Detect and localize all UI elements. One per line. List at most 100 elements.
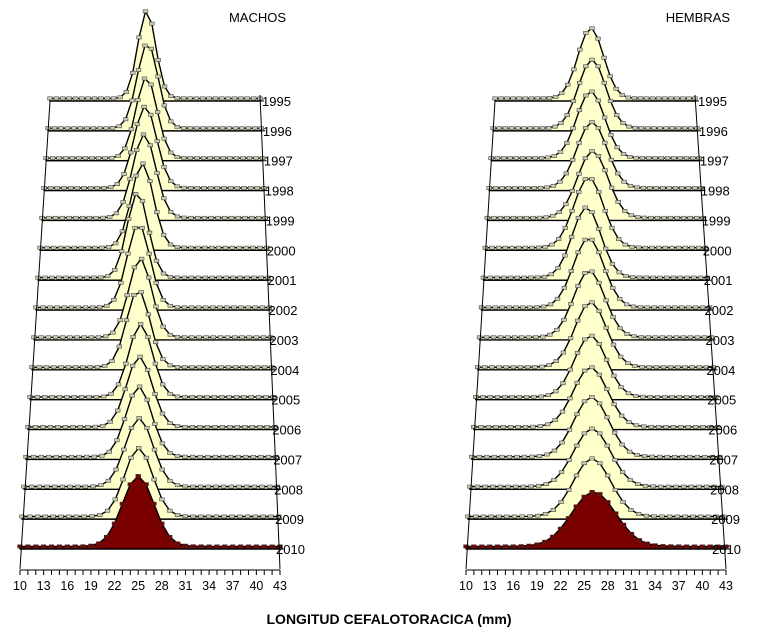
data-point — [82, 305, 89, 310]
data-point — [227, 425, 233, 429]
data-point — [614, 145, 620, 150]
data-point — [93, 395, 100, 399]
data-point — [70, 425, 76, 429]
data-point — [516, 395, 522, 399]
data-point — [217, 335, 224, 340]
data-point — [551, 154, 557, 158]
data-point — [90, 126, 96, 131]
data-point — [639, 365, 645, 369]
data-point — [709, 454, 715, 459]
data-point — [562, 225, 568, 230]
data-point — [252, 126, 258, 131]
data-point — [633, 423, 640, 428]
data-point — [78, 395, 85, 399]
data-point — [505, 186, 512, 190]
data-point — [706, 305, 713, 310]
data-point — [559, 440, 565, 445]
data-point — [114, 438, 120, 443]
data-point — [71, 126, 77, 131]
data-point — [255, 395, 262, 399]
data-point — [568, 269, 574, 273]
data-point — [631, 96, 638, 101]
data-point — [234, 186, 240, 190]
data-point — [556, 237, 562, 241]
data-point — [113, 211, 120, 216]
data-point — [627, 478, 633, 482]
data-point — [660, 365, 667, 370]
data-point — [570, 99, 577, 103]
data-point — [248, 395, 254, 399]
data-point — [626, 449, 633, 454]
data-point — [109, 126, 116, 130]
x-tick-label: 10 — [459, 579, 473, 593]
data-point — [563, 202, 569, 207]
data-point — [685, 186, 692, 190]
data-point — [118, 280, 124, 285]
series-2001: 2001 — [35, 192, 297, 288]
data-point — [95, 156, 102, 160]
data-point — [35, 275, 41, 280]
data-point — [228, 215, 235, 220]
data-point — [246, 335, 252, 340]
data-point — [516, 245, 522, 250]
data-point — [543, 215, 549, 220]
data-point — [482, 484, 488, 489]
data-point — [539, 364, 545, 369]
data-point — [154, 110, 161, 114]
data-point — [595, 126, 602, 130]
data-point — [474, 365, 481, 370]
data-point — [98, 483, 104, 488]
data-point — [705, 514, 712, 519]
data-point — [117, 95, 123, 100]
data-point — [174, 513, 181, 517]
depth-axis-left — [465, 100, 496, 570]
data-point — [220, 454, 226, 459]
data-point — [471, 544, 477, 549]
data-point — [522, 245, 528, 250]
data-point — [671, 156, 677, 160]
data-point — [476, 335, 483, 340]
data-point — [696, 245, 702, 250]
data-point — [181, 156, 187, 160]
data-point — [151, 447, 158, 452]
data-point — [58, 514, 64, 519]
data-point — [182, 365, 188, 369]
data-point — [573, 473, 580, 478]
series-label: 2000 — [703, 243, 732, 258]
data-point — [544, 452, 550, 457]
data-point — [240, 156, 246, 160]
data-point — [254, 365, 261, 370]
data-point — [619, 442, 625, 447]
data-point — [683, 544, 690, 549]
data-point — [189, 365, 195, 370]
data-point — [114, 182, 120, 186]
data-point — [253, 156, 259, 160]
data-point — [672, 305, 678, 310]
data-point — [652, 543, 658, 548]
data-point — [620, 500, 626, 504]
data-point — [668, 544, 674, 549]
data-point — [589, 365, 595, 370]
data-point — [193, 96, 200, 101]
data-point — [229, 514, 235, 519]
data-point — [536, 215, 543, 220]
data-point — [167, 209, 174, 214]
data-point — [137, 354, 143, 359]
data-point — [263, 395, 269, 399]
data-point — [68, 454, 75, 459]
data-point — [188, 245, 194, 250]
data-point — [264, 425, 270, 429]
data-point — [478, 305, 485, 310]
data-point — [663, 425, 669, 429]
data-point — [94, 186, 100, 190]
data-point — [63, 275, 69, 280]
data-point — [499, 186, 505, 190]
data-point — [694, 335, 701, 340]
data-point — [196, 365, 202, 370]
data-point — [190, 514, 196, 519]
data-point — [228, 484, 234, 489]
data-point — [135, 68, 142, 72]
data-point — [265, 454, 272, 459]
data-point — [242, 215, 248, 220]
data-point — [37, 245, 43, 250]
